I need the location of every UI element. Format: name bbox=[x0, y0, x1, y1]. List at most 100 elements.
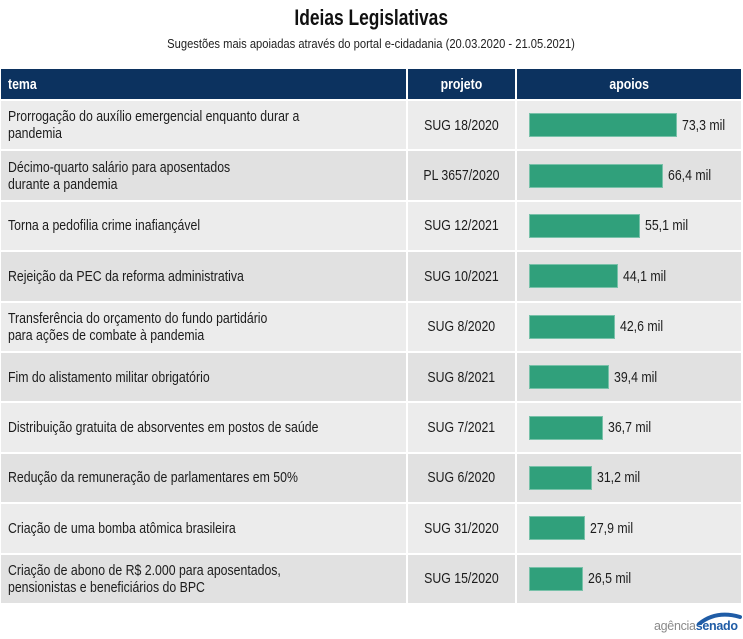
bar-mark bbox=[529, 566, 583, 591]
column-header-projeto-label: projeto bbox=[440, 75, 483, 93]
tema-cell: Fim do alistamento militar obrigatório bbox=[1, 352, 406, 402]
apoios-cell: 31,2 mil bbox=[517, 453, 741, 503]
logo-prefix: agência bbox=[654, 619, 696, 633]
bar-data-label: 73,3 mil bbox=[682, 116, 726, 134]
table-row: Décimo-quarto salário para aposentados du… bbox=[1, 151, 741, 200]
tema-text: pandemia bbox=[8, 125, 63, 143]
bar-data-label: 55,1 mil bbox=[645, 217, 689, 235]
table-header-row: tema projeto apoios bbox=[1, 69, 741, 99]
tema-text: Fim do alistamento militar obrigatório bbox=[8, 368, 210, 386]
tema-cell: Rejeição da PEC da reforma administrativ… bbox=[1, 252, 406, 301]
data-table: tema projeto apoios Prorrogação do auxíl… bbox=[1, 69, 741, 603]
table-row: Prorrogação do auxílio emergencial enqua… bbox=[1, 101, 741, 150]
tema-text: durante a pandemia bbox=[8, 175, 118, 193]
projeto-cell: SUG 31/2020 bbox=[408, 504, 515, 553]
apoios-cell: 44,1 mil bbox=[517, 252, 741, 301]
chart-title-text: Ideias Legislativas bbox=[294, 5, 449, 30]
apoios-cell: 27,9 mil bbox=[517, 504, 741, 553]
bar-mark bbox=[529, 314, 616, 339]
bar-mark bbox=[529, 113, 678, 138]
apoios-cell: 26,5 mil bbox=[517, 554, 741, 603]
projeto-text: SUG 8/2020 bbox=[427, 318, 496, 336]
table-row: Fim do alistamento militar obrigatório SU… bbox=[1, 352, 741, 402]
tema-cell: Criação de abono de R$ 2.000 para aposen… bbox=[1, 554, 406, 603]
apoios-cell: 55,1 mil bbox=[517, 201, 741, 251]
chart-subtitle: Sugestões mais apoiadas através do porta… bbox=[0, 36, 743, 51]
tema-cell: Décimo-quarto salário para aposentados du… bbox=[1, 151, 406, 200]
projeto-cell: SUG 6/2020 bbox=[408, 453, 515, 503]
bar-mark bbox=[529, 213, 641, 238]
projeto-cell: SUG 8/2020 bbox=[408, 302, 515, 351]
bar-data-label: 44,1 mil bbox=[623, 267, 667, 285]
table-row: Redução da remuneração de parlamentares … bbox=[1, 453, 741, 503]
tema-text: Criação de abono de R$ 2.000 para aposen… bbox=[8, 561, 281, 579]
bar-data-label: 31,2 mil bbox=[597, 469, 641, 487]
column-header-tema: tema bbox=[1, 69, 406, 99]
table-row: Criação de uma bomba atômica brasileira S… bbox=[1, 504, 741, 553]
logo-brand: senado bbox=[695, 619, 738, 633]
bar-mark bbox=[529, 415, 604, 440]
projeto-text: SUG 18/2020 bbox=[424, 116, 499, 134]
apoios-cell: 42,6 mil bbox=[517, 302, 741, 351]
table-row: Torna a pedofilia crime inafiançável SUG … bbox=[1, 201, 741, 251]
table-row: Transferência do orçamento do fundo part… bbox=[1, 302, 741, 351]
tema-text: Torna a pedofilia crime inafiançável bbox=[8, 217, 201, 235]
agencia-senado-logo: agênciasenado bbox=[654, 619, 738, 634]
chart-title: Ideias Legislativas bbox=[0, 5, 743, 34]
tema-cell: Prorrogação do auxílio emergencial enqua… bbox=[1, 101, 406, 150]
projeto-text: PL 3657/2020 bbox=[423, 167, 500, 185]
projeto-text: SUG 8/2021 bbox=[427, 368, 496, 386]
bar-mark bbox=[529, 264, 619, 289]
column-header-apoios-label: apoios bbox=[609, 75, 649, 93]
tema-text: pensionistas e beneficiários do BPC bbox=[8, 578, 205, 596]
projeto-text: SUG 6/2020 bbox=[427, 469, 496, 487]
tema-cell: Redução da remuneração de parlamentares … bbox=[1, 453, 406, 503]
bar-mark bbox=[529, 465, 593, 490]
bar-data-label: 36,7 mil bbox=[608, 419, 652, 437]
projeto-text: SUG 7/2021 bbox=[427, 419, 496, 437]
table-body: Prorrogação do auxílio emergencial enqua… bbox=[1, 101, 741, 603]
tema-text: Redução da remuneração de parlamentares … bbox=[8, 469, 298, 487]
apoios-cell: 36,7 mil bbox=[517, 403, 741, 452]
apoios-cell: 39,4 mil bbox=[517, 352, 741, 402]
tema-text: Distribuição gratuita de absorventes em … bbox=[8, 419, 319, 437]
bar-data-label: 39,4 mil bbox=[613, 368, 657, 386]
column-header-tema-label: tema bbox=[8, 75, 37, 93]
projeto-cell: SUG 12/2021 bbox=[408, 201, 515, 251]
tema-text: Prorrogação do auxílio emergencial enqua… bbox=[8, 108, 300, 126]
bar-data-label: 27,9 mil bbox=[590, 519, 634, 537]
projeto-cell: SUG 7/2021 bbox=[408, 403, 515, 452]
projeto-text: SUG 31/2020 bbox=[424, 519, 499, 537]
bar-mark bbox=[529, 163, 664, 188]
projeto-text: SUG 15/2020 bbox=[424, 570, 499, 588]
bar-mark bbox=[529, 365, 609, 390]
tema-cell: Criação de uma bomba atômica brasileira bbox=[1, 504, 406, 553]
tema-text: Décimo-quarto salário para aposentados bbox=[8, 158, 231, 176]
projeto-cell: SUG 8/2021 bbox=[408, 352, 515, 402]
projeto-text: SUG 10/2021 bbox=[424, 267, 499, 285]
bar-mark bbox=[529, 516, 586, 541]
apoios-cell: 73,3 mil bbox=[517, 101, 741, 150]
tema-cell: Distribuição gratuita de absorventes em … bbox=[1, 403, 406, 452]
table-row: Criação de abono de R$ 2.000 para aposen… bbox=[1, 554, 741, 603]
apoios-cell: 66,4 mil bbox=[517, 151, 741, 200]
table-row: Rejeição da PEC da reforma administrativ… bbox=[1, 252, 741, 301]
table-row: Distribuição gratuita de absorventes em … bbox=[1, 403, 741, 452]
projeto-cell: SUG 15/2020 bbox=[408, 554, 515, 603]
tema-cell: Torna a pedofilia crime inafiançável bbox=[1, 201, 406, 251]
chart-subtitle-text: Sugestões mais apoiadas através do porta… bbox=[167, 36, 576, 51]
agencia-senado-logo-arc-icon bbox=[697, 612, 742, 625]
projeto-cell: SUG 18/2020 bbox=[408, 101, 515, 150]
bar-data-label: 66,4 mil bbox=[668, 167, 712, 185]
tema-cell: Transferência do orçamento do fundo part… bbox=[1, 302, 406, 351]
tema-text: Criação de uma bomba atômica brasileira bbox=[8, 519, 236, 537]
column-header-apoios: apoios bbox=[517, 69, 741, 99]
tema-text: Rejeição da PEC da reforma administrativ… bbox=[8, 267, 244, 285]
projeto-text: SUG 12/2021 bbox=[424, 217, 499, 235]
projeto-cell: SUG 10/2021 bbox=[408, 252, 515, 301]
bar-data-label: 26,5 mil bbox=[587, 570, 631, 588]
column-header-projeto: projeto bbox=[408, 69, 515, 99]
projeto-cell: PL 3657/2020 bbox=[408, 151, 515, 200]
bar-data-label: 42,6 mil bbox=[620, 318, 664, 336]
tema-text: Transferência do orçamento do fundo part… bbox=[8, 309, 268, 327]
